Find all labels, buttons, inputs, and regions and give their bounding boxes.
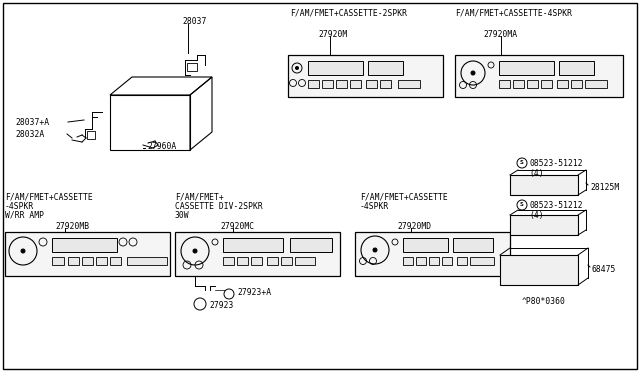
Bar <box>499 80 510 88</box>
Bar <box>281 257 292 265</box>
Bar <box>416 257 426 265</box>
Bar <box>403 257 413 265</box>
Bar <box>290 238 332 252</box>
Circle shape <box>193 249 197 253</box>
Text: 08523-51212: 08523-51212 <box>529 201 582 210</box>
Bar <box>366 80 377 88</box>
Bar <box>585 80 607 88</box>
Text: F/AM/FMET+CASSETTE-4SPKR: F/AM/FMET+CASSETTE-4SPKR <box>455 8 572 17</box>
Bar <box>308 61 363 75</box>
Bar <box>510 175 578 195</box>
Bar <box>355 232 510 276</box>
Bar <box>368 61 403 75</box>
Circle shape <box>21 249 25 253</box>
Bar <box>350 80 361 88</box>
Text: 27920MB: 27920MB <box>55 222 89 231</box>
Text: F/AM/FMET+: F/AM/FMET+ <box>175 193 224 202</box>
Bar <box>251 257 262 265</box>
Bar <box>513 80 524 88</box>
Circle shape <box>373 248 377 252</box>
Bar <box>398 80 420 88</box>
Text: 68475: 68475 <box>592 265 616 274</box>
Text: -4SPKR: -4SPKR <box>360 202 389 211</box>
Bar <box>557 80 568 88</box>
Circle shape <box>471 71 475 75</box>
Text: 08523-51212: 08523-51212 <box>529 159 582 168</box>
Bar <box>500 255 578 285</box>
Text: S: S <box>520 160 524 166</box>
Bar <box>308 80 319 88</box>
Bar <box>499 61 554 75</box>
Text: 27920MD: 27920MD <box>397 222 431 231</box>
Bar <box>175 232 340 276</box>
Bar <box>96 257 107 265</box>
Text: F/AM/FMET+CASSETTE: F/AM/FMET+CASSETTE <box>360 193 448 202</box>
Bar <box>87 131 95 139</box>
Text: F/AM/FMET+CASSETTE-2SPKR: F/AM/FMET+CASSETTE-2SPKR <box>290 8 407 17</box>
Bar <box>295 257 315 265</box>
Bar <box>110 95 190 150</box>
Bar <box>187 63 197 71</box>
Bar <box>110 257 121 265</box>
Text: 28037+A: 28037+A <box>15 118 49 127</box>
Circle shape <box>296 67 298 70</box>
Bar <box>223 238 283 252</box>
Bar <box>453 238 493 252</box>
Text: S: S <box>520 202 524 208</box>
Text: 27960A: 27960A <box>147 142 176 151</box>
Bar <box>429 257 439 265</box>
Bar <box>68 257 79 265</box>
Text: CASSETTE DIV-2SPKR: CASSETTE DIV-2SPKR <box>175 202 263 211</box>
Text: 27920MA: 27920MA <box>483 30 517 39</box>
Text: 28037: 28037 <box>182 17 206 26</box>
Bar <box>403 238 448 252</box>
Text: 28125M: 28125M <box>590 183 620 192</box>
Bar <box>127 257 167 265</box>
Bar <box>52 238 117 252</box>
Bar <box>571 80 582 88</box>
Bar <box>82 257 93 265</box>
Bar <box>455 55 623 97</box>
Text: F/AM/FMET+CASSETTE: F/AM/FMET+CASSETTE <box>5 193 93 202</box>
Text: 27920MC: 27920MC <box>220 222 254 231</box>
Bar <box>288 55 443 97</box>
Text: -4SPKR: -4SPKR <box>5 202 35 211</box>
Text: (4): (4) <box>529 169 543 178</box>
Text: 27920M: 27920M <box>318 30 348 39</box>
Bar <box>237 257 248 265</box>
Text: 27923+A: 27923+A <box>237 288 271 297</box>
Bar <box>442 257 452 265</box>
Bar <box>380 80 391 88</box>
Bar <box>322 80 333 88</box>
Bar <box>470 257 494 265</box>
Bar <box>223 257 234 265</box>
Bar <box>267 257 278 265</box>
Text: W/RR AMP: W/RR AMP <box>5 211 44 220</box>
Text: 27923: 27923 <box>209 301 234 310</box>
Bar <box>457 257 467 265</box>
Text: (4): (4) <box>529 211 543 220</box>
Text: 30W: 30W <box>175 211 189 220</box>
Bar <box>5 232 170 276</box>
Bar <box>336 80 347 88</box>
Bar <box>52 257 64 265</box>
Bar <box>527 80 538 88</box>
Text: ^P80*0360: ^P80*0360 <box>522 297 566 306</box>
Bar <box>559 61 594 75</box>
Bar <box>541 80 552 88</box>
Text: 28032A: 28032A <box>15 130 44 139</box>
Bar <box>510 215 578 235</box>
